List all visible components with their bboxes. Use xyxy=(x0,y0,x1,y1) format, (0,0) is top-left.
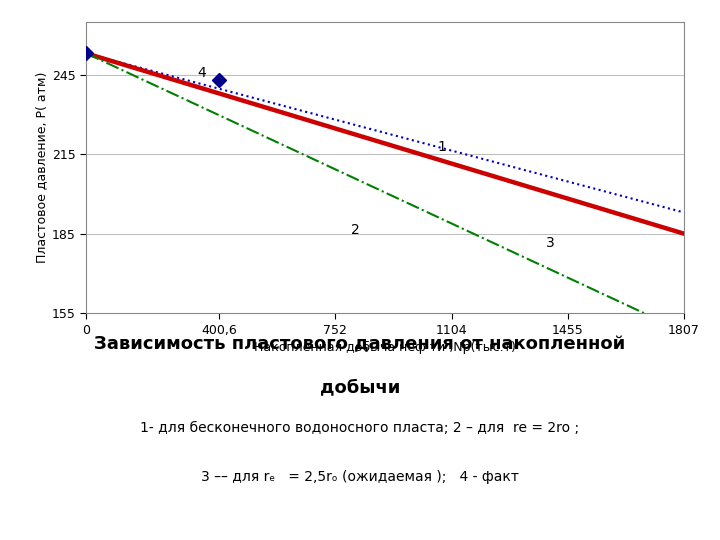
X-axis label: Накопленная добыча неф ти ,Np(тыс.т): Накопленная добыча неф ти ,Np(тыс.т) xyxy=(254,341,516,354)
Text: 3: 3 xyxy=(546,236,555,250)
Text: Зависимость пластового давления от накопленной: Зависимость пластового давления от накоп… xyxy=(94,335,626,353)
Text: 1: 1 xyxy=(437,140,446,154)
Text: 4: 4 xyxy=(197,66,206,80)
Text: 2: 2 xyxy=(351,222,360,237)
Text: 3 –– для rₑ   = 2,5rₒ (ожидаемая );   4 - факт: 3 –– для rₑ = 2,5rₒ (ожидаемая ); 4 - фа… xyxy=(201,470,519,484)
Text: 1- для бесконечного водоносного пласта; 2 – для  re = 2ro ;: 1- для бесконечного водоносного пласта; … xyxy=(140,421,580,435)
Text: добычи: добычи xyxy=(320,378,400,396)
Y-axis label: Пластовое давление, P( атм): Пластовое давление, P( атм) xyxy=(35,72,48,263)
